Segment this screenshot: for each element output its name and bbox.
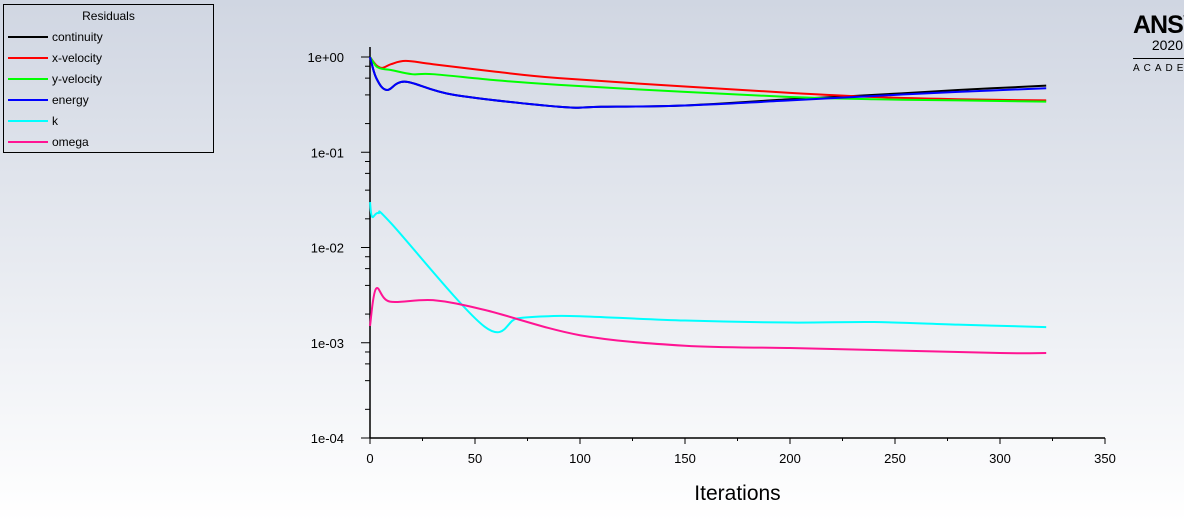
logo-divider — [1133, 58, 1184, 59]
legend-title: Residuals — [82, 9, 135, 23]
x-tick-label: 300 — [989, 451, 1011, 466]
legend-swatch — [8, 98, 48, 101]
legend-item-k: k — [4, 110, 213, 131]
x-tick-label: 150 — [674, 451, 696, 466]
x-axis-label: Iterations — [694, 482, 780, 505]
series-energy — [369, 56, 1047, 109]
logo-year: 2020 — [1151, 37, 1183, 53]
legend-item-y-velocity: y-velocity — [4, 68, 213, 89]
logo-name: ANSYS — [1133, 12, 1184, 38]
legend-swatch — [8, 77, 48, 80]
legend-swatch — [8, 56, 48, 59]
x-tick-label: 200 — [779, 451, 801, 466]
x-tick-label: 50 — [468, 451, 482, 466]
y-tick-label: 1e-04 — [311, 431, 344, 446]
x-tick-label: 0 — [366, 451, 373, 466]
series-y-velocity — [369, 56, 1047, 103]
y-tick-label: 1e-03 — [311, 336, 344, 351]
legend-item-omega: omega — [4, 131, 213, 152]
logo-edition: ACADEMIC — [1133, 63, 1184, 74]
x-tick-label: 250 — [884, 451, 906, 466]
y-tick-label: 1e-02 — [311, 241, 344, 256]
legend-label: x-velocity — [52, 50, 103, 65]
y-tick-label: 1e-01 — [311, 145, 344, 160]
legend-label: omega — [52, 134, 89, 149]
legend-item-energy: energy — [4, 89, 213, 110]
legend-swatch — [8, 140, 48, 143]
legend-item-x-velocity: x-velocity — [4, 47, 213, 68]
legend-label: k — [52, 113, 58, 128]
x-tick-label: 100 — [569, 451, 591, 466]
legend-label: energy — [52, 92, 89, 107]
x-tick-label: 350 — [1094, 451, 1116, 466]
y-tick-label: 1e+00 — [307, 50, 344, 65]
series-x-velocity — [369, 56, 1047, 102]
legend-swatch — [8, 35, 48, 38]
ansys-logo: ANSYS 2020 ACADEMIC — [1133, 12, 1184, 74]
legend: Residuals continuity x-velocity y-velocity… — [3, 4, 214, 153]
legend-item-continuity: continuity — [4, 26, 213, 47]
series-k — [369, 201, 1047, 334]
series-omega — [369, 286, 1047, 355]
legend-label: continuity — [52, 29, 103, 44]
legend-swatch — [8, 119, 48, 122]
legend-label: y-velocity — [52, 71, 103, 86]
